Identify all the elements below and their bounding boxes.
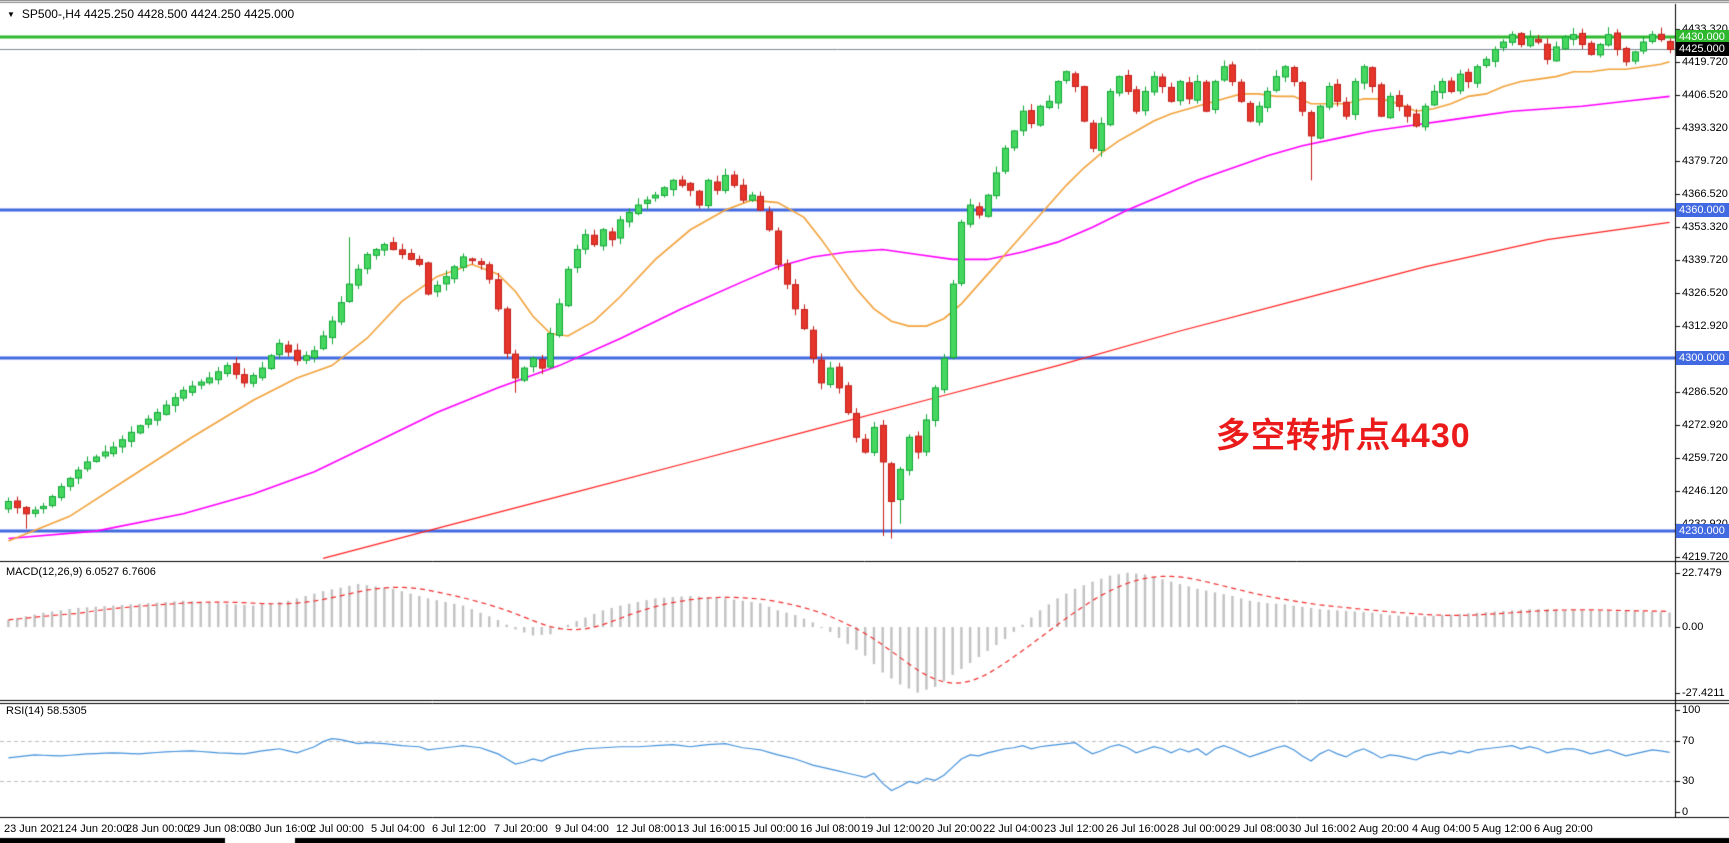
- price-tick-label: 4312.920: [1682, 320, 1728, 332]
- macd-indicator-label: MACD(12,26,9) 6.0527 6.7606: [6, 566, 156, 578]
- price-tick-label: 4286.520: [1682, 386, 1728, 398]
- price-tick-label: 4246.120: [1682, 485, 1728, 497]
- time-axis-label: 4 Aug 04:00: [1412, 823, 1471, 835]
- price-badge-4230: 4230.000: [1676, 524, 1729, 538]
- price-tick-label: 4259.720: [1682, 452, 1728, 464]
- time-axis-label: 20 Jul 20:00: [922, 823, 982, 835]
- time-axis-label: 6 Aug 20:00: [1534, 823, 1593, 835]
- time-axis-label: 5 Aug 12:00: [1473, 823, 1532, 835]
- macd-scale-label: 0.00: [1682, 621, 1704, 633]
- price-badge-4430: 4430.000: [1676, 30, 1729, 44]
- price-tick-label: 4219.720: [1682, 551, 1728, 563]
- price-tick-label: 4379.720: [1682, 155, 1728, 167]
- price-badge-4425: 4425.000: [1676, 42, 1729, 56]
- time-axis-label: 12 Jul 08:00: [616, 823, 676, 835]
- symbol-ohlc-text: SP500-,H4 4425.250 4428.500 4424.250 442…: [21, 7, 295, 21]
- time-axis-label: 22 Jul 04:00: [983, 823, 1043, 835]
- price-tick-label: 4272.920: [1682, 419, 1728, 431]
- symbol-ohlc-header[interactable]: ▼ SP500-,H4 4425.250 4428.500 4424.250 4…: [7, 7, 294, 21]
- price-tick-label: 4406.520: [1682, 89, 1728, 101]
- price-tick-label: 4339.720: [1682, 254, 1728, 266]
- time-axis-label: 9 Jul 04:00: [555, 823, 609, 835]
- time-axis-label: 30 Jul 16:00: [1289, 823, 1349, 835]
- time-axis-label: 28 Jun 00:00: [126, 823, 190, 835]
- time-axis-label: 26 Jul 16:00: [1106, 823, 1166, 835]
- rsi-scale-label: 30: [1682, 775, 1695, 787]
- price-tick-label: 4393.320: [1682, 122, 1728, 134]
- price-tick-label: 4366.520: [1682, 188, 1728, 200]
- time-axis-label: 23 Jul 12:00: [1044, 823, 1104, 835]
- time-axis-label: 23 Jun 2021: [4, 823, 65, 835]
- price-tick-label: 4326.520: [1682, 287, 1728, 299]
- rsi-scale-label: 100: [1682, 704, 1701, 716]
- time-axis-label: 6 Jul 12:00: [432, 823, 486, 835]
- time-axis-label: 2 Aug 20:00: [1350, 823, 1409, 835]
- rsi-indicator-label: RSI(14) 58.5305: [6, 705, 87, 717]
- price-badge-4360: 4360.000: [1676, 203, 1729, 217]
- time-axis-label: 7 Jul 20:00: [494, 823, 548, 835]
- time-axis-label: 19 Jul 12:00: [861, 823, 921, 835]
- time-axis-label: 24 Jun 20:00: [65, 823, 129, 835]
- time-axis-label: 30 Jun 16:00: [249, 823, 313, 835]
- chart-annotation-text[interactable]: 多空转折点4430: [1216, 417, 1471, 455]
- rsi-scale-label: 0: [1682, 806, 1689, 818]
- rsi-scale-label: 70: [1682, 735, 1695, 747]
- macd-scale-label: -27.4211: [1682, 687, 1725, 699]
- price-tick-label: 4353.320: [1682, 221, 1728, 233]
- collapse-chart-icon[interactable]: ▼: [7, 9, 15, 19]
- time-axis-label: 29 Jun 08:00: [188, 823, 252, 835]
- time-axis-label: 28 Jul 00:00: [1167, 823, 1227, 835]
- time-axis-label: 15 Jul 00:00: [738, 823, 798, 835]
- macd-scale-label: 22.7479: [1682, 567, 1722, 579]
- time-axis-label: 5 Jul 04:00: [371, 823, 425, 835]
- time-axis-label: 2 Jul 00:00: [310, 823, 364, 835]
- time-axis-label: 13 Jul 16:00: [677, 823, 737, 835]
- time-axis-label: 29 Jul 08:00: [1228, 823, 1288, 835]
- time-axis-label: 16 Jul 08:00: [800, 823, 860, 835]
- price-tick-label: 4419.720: [1682, 56, 1728, 68]
- price-badge-4300: 4300.000: [1676, 351, 1729, 365]
